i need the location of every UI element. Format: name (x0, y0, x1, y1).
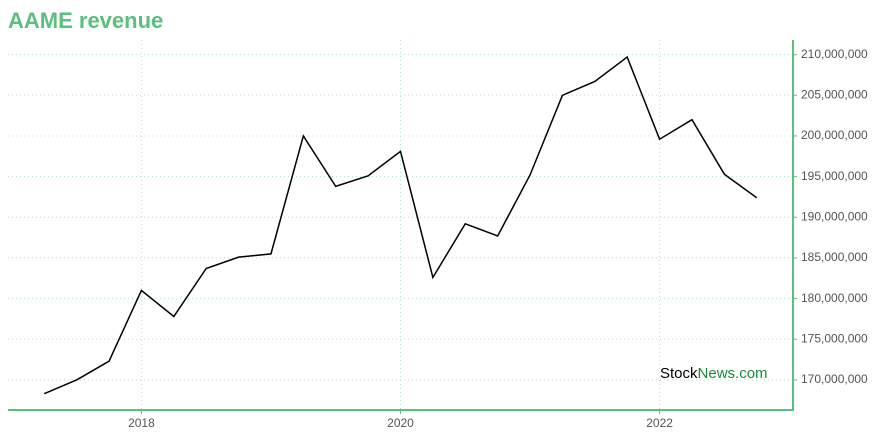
x-tick-label: 2022 (646, 416, 673, 430)
y-tick-label: 205,000,000 (801, 87, 868, 101)
y-tick-label: 175,000,000 (801, 331, 868, 345)
y-tick-label: 190,000,000 (801, 209, 868, 223)
y-tick-label: 185,000,000 (801, 250, 868, 264)
watermark-part: Stock (660, 365, 698, 382)
x-tick-label: 2018 (128, 416, 155, 430)
y-tick-label: 170,000,000 (801, 372, 868, 386)
y-tick-label: 200,000,000 (801, 128, 868, 142)
watermark: StockNews.com (660, 365, 768, 382)
watermark-part: News.com (698, 365, 768, 382)
line (43, 55, 758, 395)
y-tick-label: 210,000,000 (801, 47, 868, 61)
chart-title: AAME revenue (8, 8, 163, 33)
y-tick-label: 195,000,000 (801, 169, 868, 183)
x-tick-label: 2020 (387, 416, 414, 430)
y-tick-label: 180,000,000 (801, 291, 868, 305)
